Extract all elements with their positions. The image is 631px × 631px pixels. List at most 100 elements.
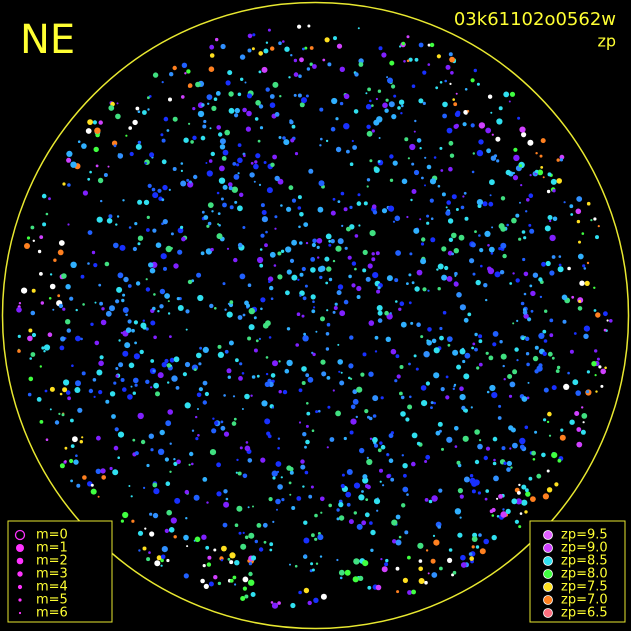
star bbox=[578, 299, 582, 303]
star bbox=[593, 217, 597, 221]
star bbox=[299, 272, 304, 277]
star bbox=[368, 320, 375, 326]
star bbox=[120, 519, 124, 523]
star bbox=[320, 359, 326, 365]
star bbox=[496, 159, 500, 163]
star bbox=[61, 413, 65, 417]
star bbox=[524, 425, 529, 430]
star bbox=[172, 167, 177, 171]
star bbox=[174, 497, 181, 504]
star bbox=[132, 391, 136, 395]
star bbox=[492, 461, 497, 466]
star bbox=[365, 276, 371, 282]
star bbox=[538, 332, 545, 339]
star bbox=[369, 521, 373, 525]
star bbox=[395, 539, 402, 546]
star bbox=[335, 117, 339, 121]
star bbox=[233, 417, 237, 421]
star bbox=[99, 355, 104, 360]
star bbox=[268, 336, 272, 339]
star bbox=[360, 372, 365, 377]
star bbox=[421, 176, 424, 180]
star bbox=[161, 546, 168, 553]
star bbox=[462, 435, 469, 442]
star bbox=[277, 251, 282, 256]
star bbox=[377, 318, 383, 323]
star bbox=[381, 566, 388, 573]
star bbox=[124, 342, 131, 349]
star bbox=[159, 304, 164, 309]
star bbox=[204, 391, 209, 397]
star bbox=[222, 522, 228, 528]
star bbox=[260, 457, 266, 463]
star bbox=[554, 482, 559, 487]
star bbox=[303, 222, 309, 228]
star bbox=[122, 387, 127, 392]
star bbox=[530, 309, 534, 313]
star bbox=[362, 249, 368, 255]
star bbox=[442, 113, 447, 119]
star bbox=[231, 421, 237, 426]
star bbox=[556, 158, 560, 162]
star bbox=[270, 46, 275, 51]
star bbox=[191, 429, 195, 432]
star bbox=[376, 289, 381, 294]
star bbox=[333, 306, 338, 310]
star bbox=[297, 93, 302, 98]
star bbox=[503, 378, 506, 381]
star bbox=[389, 154, 394, 159]
star bbox=[221, 545, 227, 552]
star bbox=[142, 325, 147, 330]
star bbox=[324, 256, 330, 262]
star bbox=[519, 512, 523, 515]
star bbox=[187, 181, 194, 188]
star bbox=[300, 459, 305, 464]
star bbox=[149, 152, 155, 158]
star bbox=[297, 24, 302, 29]
star bbox=[259, 126, 264, 130]
star bbox=[364, 512, 370, 518]
star bbox=[232, 395, 236, 398]
star bbox=[506, 460, 512, 467]
star bbox=[137, 110, 141, 113]
star bbox=[299, 57, 304, 63]
star bbox=[463, 317, 469, 323]
star bbox=[290, 602, 296, 609]
star bbox=[58, 412, 61, 415]
star bbox=[161, 198, 165, 202]
star bbox=[115, 367, 119, 370]
star bbox=[100, 199, 103, 203]
star bbox=[394, 379, 398, 383]
star bbox=[541, 452, 546, 458]
star bbox=[157, 372, 164, 379]
star bbox=[482, 201, 488, 207]
star bbox=[114, 427, 119, 432]
star bbox=[253, 180, 256, 183]
star bbox=[319, 107, 324, 112]
star bbox=[333, 36, 337, 41]
star bbox=[346, 502, 351, 507]
star bbox=[39, 272, 43, 276]
star bbox=[336, 517, 340, 521]
star bbox=[169, 442, 172, 445]
star bbox=[549, 318, 554, 323]
star bbox=[166, 558, 170, 563]
star bbox=[16, 307, 22, 313]
star bbox=[394, 278, 399, 283]
star bbox=[201, 103, 205, 107]
star bbox=[545, 260, 551, 267]
star bbox=[148, 551, 151, 554]
star bbox=[345, 491, 352, 498]
star bbox=[128, 362, 135, 369]
star bbox=[91, 250, 96, 255]
star bbox=[375, 251, 380, 256]
star bbox=[205, 545, 210, 550]
star bbox=[551, 385, 557, 391]
star bbox=[440, 169, 444, 172]
star bbox=[270, 297, 274, 301]
star bbox=[123, 276, 129, 283]
star bbox=[229, 560, 234, 565]
star bbox=[547, 411, 552, 417]
star bbox=[151, 187, 156, 192]
star bbox=[388, 101, 395, 108]
